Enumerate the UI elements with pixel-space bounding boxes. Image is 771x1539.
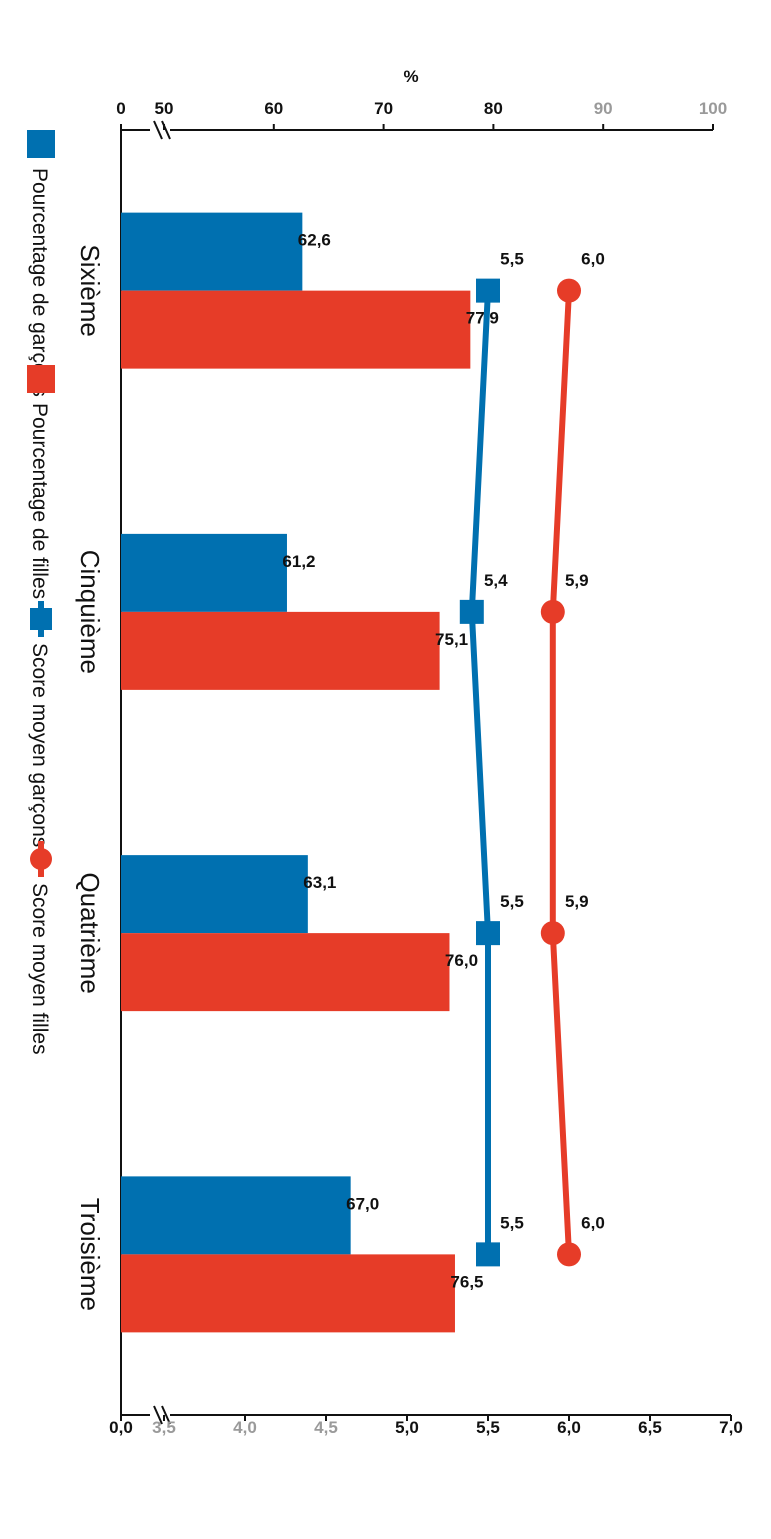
right-tick-label: 0,0 xyxy=(109,1418,133,1437)
circle-marker xyxy=(540,921,565,946)
bar-value-label: 75,1 xyxy=(435,630,468,649)
left-tick-label: 80 xyxy=(484,99,503,118)
line-value-label: 6,0 xyxy=(581,250,605,269)
bar-value-label: 76,0 xyxy=(445,951,478,970)
left-tick-label: 70 xyxy=(374,99,393,118)
legend-label: Score moyen filles xyxy=(28,883,51,1055)
left-tick-label: 60 xyxy=(264,99,283,118)
legend-marker xyxy=(30,608,52,630)
legend-label: Pourcentage de filles xyxy=(28,403,51,599)
right-tick-label: 4,5 xyxy=(314,1418,338,1437)
right-tick-label: 3,5 xyxy=(152,1418,176,1437)
line-value-label: 5,4 xyxy=(484,571,508,590)
bar-value-label: 61,2 xyxy=(282,552,315,571)
bar-value-label: 63,1 xyxy=(303,873,336,892)
line-series xyxy=(549,290,572,1255)
bar-1 xyxy=(121,611,440,690)
bar-value-label: 77,9 xyxy=(466,309,499,328)
line-value-label: 5,9 xyxy=(565,892,589,911)
bar-1 xyxy=(121,933,450,1012)
bar-value-label: 62,6 xyxy=(298,231,331,250)
left-tick-label: 50 xyxy=(155,99,174,118)
category-label: Quatrième xyxy=(75,872,105,993)
left-tick-label: 100 xyxy=(699,99,727,118)
line-value-label: 5,9 xyxy=(565,571,589,590)
category-label: Sixième xyxy=(75,244,105,336)
left-axis-break xyxy=(153,120,171,140)
left-tick-label: 0 xyxy=(116,99,125,118)
line-series xyxy=(468,290,491,1255)
right-tick-label: 5,0 xyxy=(395,1418,419,1437)
bar-0 xyxy=(121,855,308,934)
square-marker xyxy=(476,921,500,946)
bar-1 xyxy=(121,290,471,369)
circle-marker xyxy=(540,599,565,624)
bar-0 xyxy=(121,1176,351,1255)
legend-marker xyxy=(30,848,52,870)
right-tick-label: 5,5 xyxy=(476,1418,500,1437)
right-tick-label: 4,0 xyxy=(233,1418,257,1437)
category-label: Cinquième xyxy=(75,550,105,674)
square-marker xyxy=(476,278,500,303)
legend-label: Score moyen garçons xyxy=(28,643,51,847)
circle-marker xyxy=(557,278,581,303)
line-value-label: 5,5 xyxy=(500,250,524,269)
legend-swatch xyxy=(27,130,55,158)
legend-swatch xyxy=(27,365,55,393)
circle-marker xyxy=(557,1242,581,1267)
left-tick-label: 90 xyxy=(594,99,613,118)
bar-1 xyxy=(121,1254,455,1333)
left-axis-label: % xyxy=(403,67,418,86)
bar-value-label: 67,0 xyxy=(346,1194,379,1213)
bar-0 xyxy=(121,533,287,612)
square-marker xyxy=(459,599,484,624)
right-tick-label: 6,0 xyxy=(557,1418,581,1437)
right-tick-label: 6,5 xyxy=(638,1418,662,1437)
right-axis-break xyxy=(153,1405,171,1425)
chart-plot-area: 0 50 60 70 80 90 100% 0,0 3,5 4,0 4,5 5,0 5,5 6,0 6,5 7… xyxy=(27,67,743,1437)
bar-0 xyxy=(120,212,303,291)
square-marker xyxy=(476,1242,500,1267)
line-value-label: 5,5 xyxy=(500,1213,524,1232)
right-tick-label: 7,0 xyxy=(719,1418,743,1437)
bar-value-label: 76,5 xyxy=(450,1272,483,1291)
line-value-label: 5,5 xyxy=(500,892,524,911)
legend-label: Pourcentage de garçons xyxy=(28,168,51,397)
line-value-label: 6,0 xyxy=(581,1213,605,1232)
category-label: Troisième xyxy=(75,1198,105,1311)
